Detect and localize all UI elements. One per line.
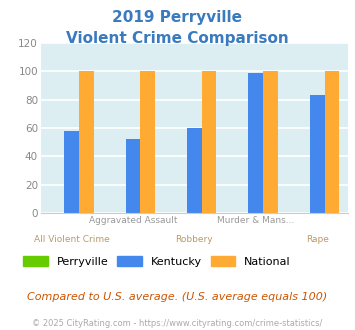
- Legend: Perryville, Kentucky, National: Perryville, Kentucky, National: [23, 256, 291, 267]
- Text: Murder & Mans...: Murder & Mans...: [217, 216, 294, 225]
- Text: Robbery: Robbery: [176, 235, 213, 244]
- Text: Aggravated Assault: Aggravated Assault: [89, 216, 177, 225]
- Text: Violent Crime Comparison: Violent Crime Comparison: [66, 31, 289, 46]
- Bar: [248, 73, 263, 213]
- Text: © 2025 CityRating.com - https://www.cityrating.com/crime-statistics/: © 2025 CityRating.com - https://www.city…: [32, 319, 323, 328]
- Bar: [64, 131, 79, 213]
- Bar: [263, 71, 278, 213]
- Text: All Violent Crime: All Violent Crime: [34, 235, 109, 244]
- Text: 2019 Perryville: 2019 Perryville: [113, 10, 242, 25]
- Text: Compared to U.S. average. (U.S. average equals 100): Compared to U.S. average. (U.S. average …: [27, 292, 328, 302]
- Bar: [310, 95, 324, 213]
- Bar: [324, 71, 339, 213]
- Bar: [79, 71, 94, 213]
- Bar: [140, 71, 155, 213]
- Bar: [187, 128, 202, 213]
- Bar: [126, 139, 140, 213]
- Bar: [202, 71, 217, 213]
- Text: Rape: Rape: [306, 235, 329, 244]
